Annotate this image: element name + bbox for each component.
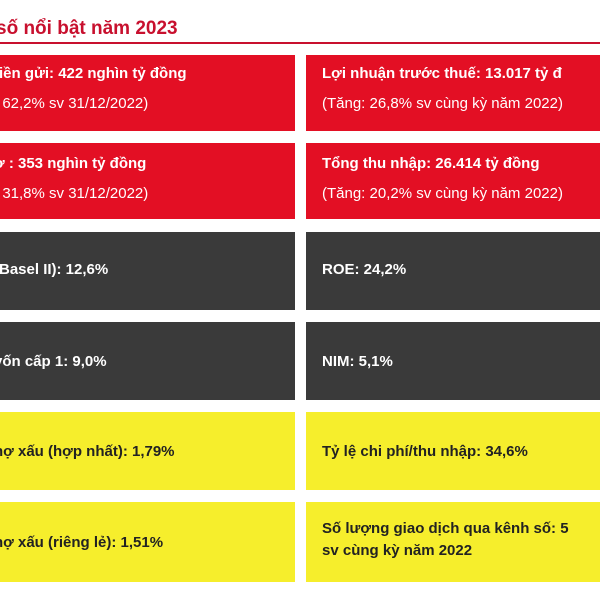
card-roe-value: ROE: 24,2% [322,261,407,278]
card-npl-separate: nợ xấu (riêng lẻ): 1,51% [0,502,295,582]
card-pretax-profit: Lợi nhuận trước thuế: 13.017 tỷ đ (Tăng:… [306,55,600,131]
card-digital-transactions-value: Số lượng giao dịch qua kênh số: 5 [322,520,569,537]
card-deposits-value: tiền gửi: 422 nghìn tỷ đồng [0,65,187,82]
card-npl-consolidated-value: nợ xấu (hợp nhất): 1,79% [0,443,175,460]
card-car-basel-value: (Basel II): 12,6% [0,261,109,278]
card-total-income: Tổng thu nhập: 26.414 tỷ đồng (Tăng: 20,… [306,143,600,219]
card-npl-separate-value: nợ xấu (riêng lẻ): 1,51% [0,534,164,551]
card-npl-consolidated: nợ xấu (hợp nhất): 1,79% [0,412,295,490]
card-digital-transactions: Số lượng giao dịch qua kênh số: 5 sv cùn… [306,502,600,582]
card-total-income-growth: (Tăng: 20,2% sv cùng kỳ năm 2022) [322,185,563,202]
card-roe: ROE: 24,2% [306,232,600,310]
card-nim: NIM: 5,1% [306,322,600,400]
card-pretax-profit-growth: (Tăng: 26,8% sv cùng kỳ năm 2022) [322,95,563,112]
card-car-basel: (Basel II): 12,6% [0,232,295,310]
card-credit: ợ : 353 nghìn tỷ đồng ; 31,8% sv 31/12/2… [0,143,295,219]
card-tier1-capital-value: vốn cấp 1: 9,0% [0,353,107,370]
card-credit-value: ợ : 353 nghìn tỷ đồng [0,155,147,172]
card-pretax-profit-value: Lợi nhuận trước thuế: 13.017 tỷ đ [322,65,562,82]
card-cost-income-ratio: Tỷ lệ chi phí/thu nhập: 34,6% [306,412,600,490]
card-deposits: tiền gửi: 422 nghìn tỷ đồng ; 62,2% sv 3… [0,55,295,131]
title-divider [0,42,600,44]
card-deposits-growth: ; 62,2% sv 31/12/2022) [0,95,149,112]
card-nim-value: NIM: 5,1% [322,353,393,370]
card-cost-income-ratio-value: Tỷ lệ chi phí/thu nhập: 34,6% [322,443,528,460]
card-total-income-value: Tổng thu nhập: 26.414 tỷ đồng [322,155,540,172]
card-credit-growth: ; 31,8% sv 31/12/2022) [0,185,149,202]
card-tier1-capital: vốn cấp 1: 9,0% [0,322,295,400]
page-title: số nổi bật năm 2023 [0,18,178,39]
card-digital-transactions-compare: sv cùng kỳ năm 2022 [322,542,473,559]
